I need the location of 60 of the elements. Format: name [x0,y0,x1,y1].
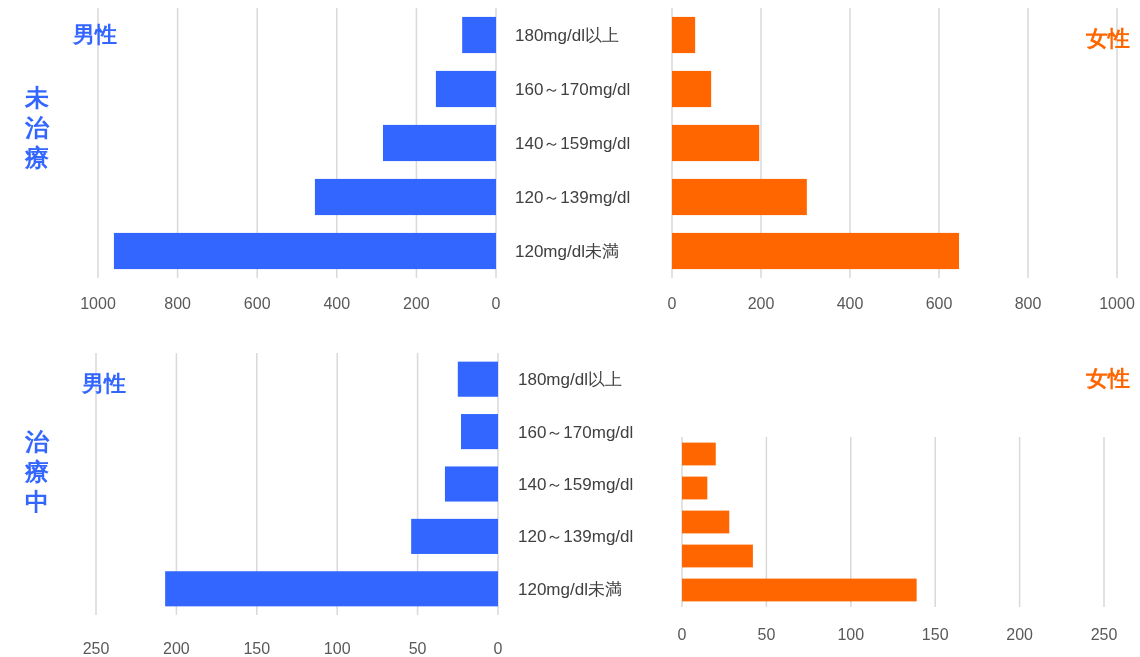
x-tick-label: 1000 [1099,295,1135,312]
x-tick-label: 0 [667,295,677,312]
x-tick-label: 200 [747,295,775,312]
x-tick-label: 150 [243,640,271,657]
x-tick-label: 250 [1090,626,1118,643]
y-tick-label: 160～170mg/dl [515,80,631,99]
x-tick-label: 250 [82,640,110,657]
x-tick-label: 400 [836,295,864,312]
y-tick-label: 120～139mg/dl [518,527,634,547]
x-tick-label: 100 [323,640,351,657]
y-tick-label: 140～159mg/dl [515,134,631,153]
bar [672,124,760,162]
x-tick-label: 600 [925,295,953,312]
x-tick-label: 0 [493,640,503,657]
x-tick-label: 400 [323,295,351,312]
chart-title: 女性 [1085,366,1130,391]
bar [462,16,496,54]
bar [682,442,716,466]
bar [382,124,496,162]
x-tick-label: 0 [677,626,687,643]
bar [314,178,496,216]
y-tick-label: 120mg/dl未満 [515,242,619,261]
y-axis-title: 未治療 [24,84,50,171]
bar [444,466,498,502]
bar [672,232,960,270]
bar [113,232,496,270]
x-tick-label: 200 [403,295,430,312]
y-tick-label: 120mg/dl未満 [518,579,622,599]
x-tick-label: 150 [921,626,949,643]
x-tick-label: 50 [408,640,427,657]
x-tick-label: 200 [163,640,190,657]
bar [672,178,807,216]
x-tick-label: 0 [491,295,501,312]
bar [435,70,496,108]
y-axis-title: 治療中 [24,428,50,515]
x-tick-label: 1000 [80,295,116,312]
y-tick-label: 180mg/dl以上 [518,370,622,390]
x-tick-label: 600 [243,295,271,312]
text: 男性 [81,371,126,396]
x-tick-label: 800 [1014,295,1042,312]
x-tick-label: 800 [164,295,192,312]
y-tick-label: 180mg/dl以上 [515,26,619,45]
bar [682,544,753,568]
y-tick-label: 160～170mg/dl [518,422,634,442]
x-tick-label: 200 [1006,626,1034,643]
bar [682,476,708,500]
x-tick-label: 100 [837,626,865,643]
bar [672,16,696,54]
y-tick-label: 120～139mg/dl [515,188,631,207]
text: 女性 [1085,26,1130,51]
bar [165,571,498,607]
bar [461,414,498,450]
bar [672,70,712,108]
y-tick-label: 140～159mg/dl [518,475,634,494]
bar [682,578,917,602]
bar [682,510,730,534]
x-tick-label: 50 [757,626,776,643]
bar [457,361,498,397]
text: 男性 [72,22,117,47]
bar [411,518,498,554]
